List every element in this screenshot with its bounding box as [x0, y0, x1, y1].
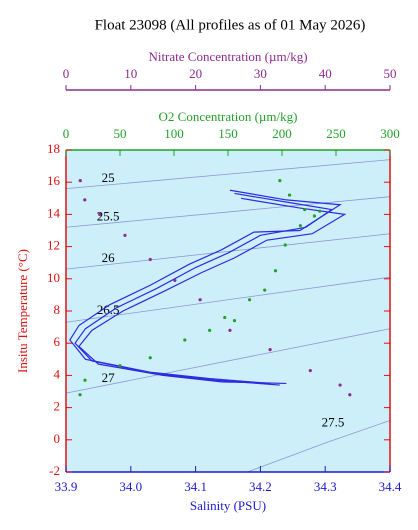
nitrate-tick-label: 0: [63, 66, 70, 81]
oxygen-point: [223, 315, 227, 320]
isopycnal-label: 27: [102, 370, 116, 385]
x-tick-label: 34.2: [249, 479, 272, 494]
nitrate-tick-label: 10: [124, 66, 137, 81]
nitrate-tick-label: 40: [319, 66, 332, 81]
nitrate-point: [78, 178, 82, 183]
oxygen-tick-label: 50: [114, 126, 127, 141]
x-tick-label: 34.4: [379, 479, 402, 494]
x-tick-label: 34.3: [314, 479, 337, 494]
profile-line: [74, 192, 334, 386]
nitrate-point: [148, 257, 152, 262]
oxygen-point: [83, 378, 87, 382]
oxygen-axis-title: O2 Concentration (µm/kg): [159, 109, 298, 124]
oxygen-tick-label: 200: [272, 126, 292, 141]
oxygen-point: [232, 319, 237, 323]
isopycnal-label: 27.5: [322, 415, 345, 430]
y-tick-label: 18: [47, 141, 60, 156]
oxygen-point: [283, 243, 287, 247]
nitrate-point: [348, 393, 352, 397]
isopycnal-label: 25.5: [97, 209, 120, 224]
oxygen-tick-label: 0: [63, 126, 70, 141]
nitrate-point: [338, 383, 342, 387]
nitrate-point: [98, 212, 102, 216]
y-tick-label: 4: [54, 366, 61, 381]
chart-title: Float 23098 (All profiles as of 01 May 2…: [95, 17, 366, 33]
oxygen-point: [287, 193, 292, 197]
nitrate-point: [268, 348, 272, 352]
isopycnal-label: 26: [102, 250, 116, 265]
nitrate-tick-label: 20: [189, 66, 202, 81]
plot-background: [66, 150, 390, 472]
nitrate-tick-label: 50: [384, 66, 397, 81]
oxygen-point: [183, 338, 187, 342]
oxygen-point: [298, 224, 302, 228]
nitrate-point: [83, 198, 87, 202]
isopycnal: [247, 420, 391, 473]
oxygen-point: [248, 298, 252, 302]
isopycnal: [65, 233, 391, 270]
oxygen-tick-label: 150: [218, 126, 238, 141]
oxygen-point: [303, 207, 307, 212]
oxygen-point: [278, 178, 282, 183]
y-tick-label: 12: [47, 238, 60, 253]
oxygen-point: [318, 209, 322, 213]
y-tick-label: 14: [47, 205, 61, 220]
y-tick-label: 6: [54, 334, 61, 349]
oxygen-point: [148, 356, 152, 360]
y-tick-label: -2: [49, 463, 60, 478]
nitrate-point: [123, 233, 127, 237]
oxygen-point: [273, 269, 278, 273]
oxygen-tick-label: 250: [326, 126, 346, 141]
oxygen-point: [312, 214, 316, 218]
nitrate-axis-title: Nitrate Concentration (µm/kg): [148, 49, 307, 64]
oxygen-tick-label: 100: [164, 126, 184, 141]
isopycnal: [65, 276, 391, 323]
oxygen-point: [263, 288, 267, 292]
nitrate-point: [198, 298, 202, 302]
nitrate-point: [228, 328, 232, 332]
isopycnal: [65, 328, 391, 394]
x-axis-title: Salinity (PSU): [190, 498, 266, 513]
isopycnal-label: 26.5: [97, 302, 120, 317]
oxygen-point: [208, 328, 212, 332]
isopycnal: [65, 196, 391, 228]
nitrate-point: [308, 368, 312, 373]
oxygen-point: [78, 393, 82, 397]
nitrate-tick-label: 30: [254, 66, 267, 81]
y-axis-title: Insitu Temperature (°C): [15, 249, 30, 373]
nitrate-point: [173, 278, 177, 283]
y-tick-label: 2: [54, 399, 61, 414]
profile-line: [78, 197, 347, 385]
y-tick-label: 10: [47, 270, 60, 285]
y-tick-label: 8: [54, 302, 61, 317]
y-tick-label: 0: [54, 431, 61, 446]
x-tick-label: 34.0: [119, 479, 142, 494]
isopycnal-label: 25: [102, 170, 115, 185]
oxygen-point: [118, 364, 122, 368]
x-tick-label: 33.9: [55, 479, 78, 494]
isopycnal: [65, 159, 391, 190]
y-tick-label: 16: [47, 173, 61, 188]
oxygen-tick-label: 300: [380, 126, 400, 141]
x-tick-label: 34.1: [184, 479, 207, 494]
